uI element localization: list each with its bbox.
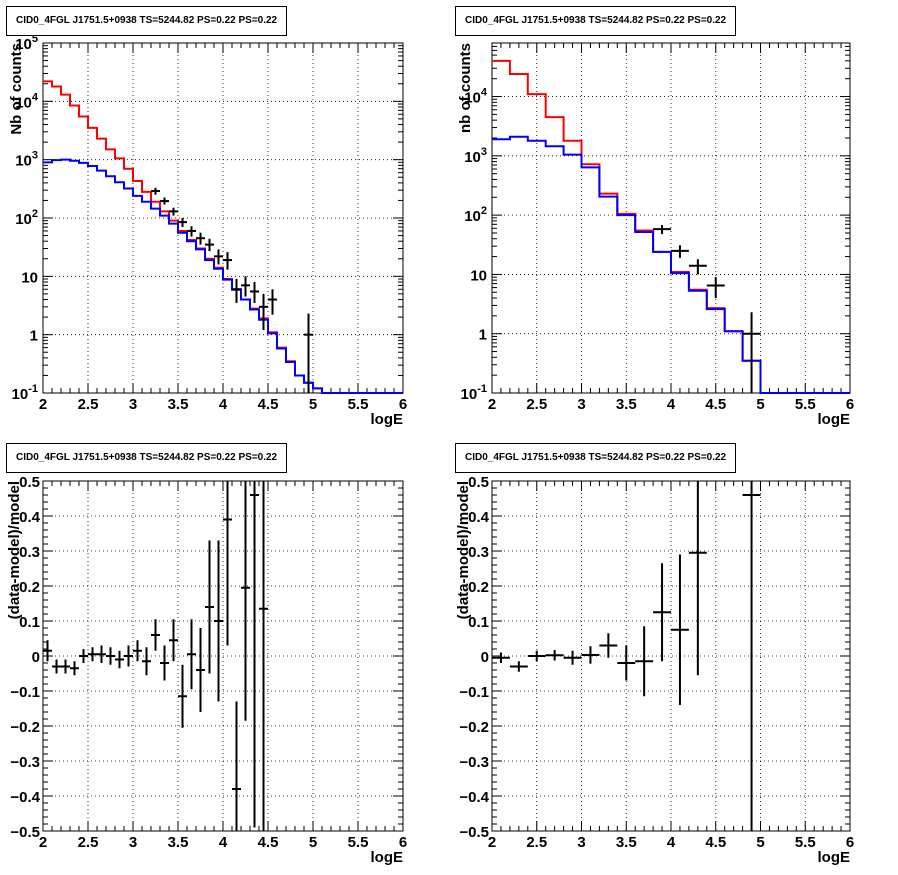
y-tick-label: 0.1 xyxy=(19,614,40,631)
x-tick-label: 5.5 xyxy=(348,396,369,413)
x-tick-label: 2.5 xyxy=(526,396,547,413)
y-tick-label: −0.1 xyxy=(10,684,40,701)
y-tick-label: 0.5 xyxy=(468,474,489,491)
y-tick-label: −0.4 xyxy=(459,789,489,806)
x-tick-label: 3 xyxy=(577,834,585,851)
y-tick-label: 0.3 xyxy=(468,544,489,561)
y-axis-label: (data-model)/model xyxy=(455,481,472,619)
pad-bottom-right: 2 2.5 3 3.5 4 4.5 5 5.5 6 logE −0.5 −0.4 −0.3 −0.2 −0.… xyxy=(449,437,898,875)
x-tick-label: 3.5 xyxy=(168,834,189,851)
y-tick-label: 10 xyxy=(21,269,38,286)
x-tick-label: 5.5 xyxy=(795,396,816,413)
chart-title: CID0_4FGL J1751.5+0938 TS=5244.82 PS=0.2… xyxy=(6,443,288,473)
x-tick-label: 4.5 xyxy=(258,834,279,851)
y-tick-label: 1 xyxy=(479,327,487,344)
pad-top-right: 2 2.5 3 3.5 4 4.5 5 5.5 6 logE 10-1 1 10 102 103 104 nb … xyxy=(449,0,898,437)
x-tick-label: 2 xyxy=(488,834,496,851)
y-tick-label: 0.2 xyxy=(468,579,489,596)
y-tick-label: 10-1 xyxy=(461,383,487,403)
y-tick-label: 0 xyxy=(481,649,489,666)
y-tick-label: −0.3 xyxy=(459,754,489,771)
x-tick-label: 4.5 xyxy=(705,834,726,851)
x-axis-label: logE xyxy=(818,411,851,428)
x-tick-label: 5 xyxy=(756,834,764,851)
y-tick-label: 1 xyxy=(30,328,38,345)
model-histogram-blue xyxy=(43,158,403,394)
y-tick-label: 103 xyxy=(15,150,38,170)
y-tick-label: 102 xyxy=(15,208,38,228)
y-axis-label: nb of counts xyxy=(457,43,474,133)
x-tick-label: 2 xyxy=(488,396,496,413)
pad-top-left: 2 2.5 3 3.5 4 4.5 5 5.5 6 logE 10-1 1 10 102 103 104 105… xyxy=(0,0,449,437)
x-tick-label: 4 xyxy=(219,834,228,851)
y-tick-label: 0.2 xyxy=(19,579,40,596)
x-tick-label: 4 xyxy=(667,834,676,851)
pad-bottom-left: 2 2.5 3 3.5 4 4.5 5 5.5 6 logE −0.5 −0.4 −0.3 −0.2 −0.… xyxy=(0,437,449,875)
x-tick-label: 2.5 xyxy=(78,396,99,413)
x-tick-label: 5 xyxy=(309,396,317,413)
y-tick-label: 102 xyxy=(464,205,487,225)
x-tick-label: 4 xyxy=(219,396,228,413)
chart-counts-coarse: 2 2.5 3 3.5 4 4.5 5 5.5 6logE10-1110102103104nb … xyxy=(457,42,854,428)
x-tick-label: 3.5 xyxy=(168,396,189,413)
x-tick-label: 4.5 xyxy=(258,396,279,413)
x-axis-label: logE xyxy=(371,411,404,428)
y-tick-label: −0.1 xyxy=(459,684,489,701)
x-tick-label: 3 xyxy=(577,396,585,413)
x-axis-label: logE xyxy=(371,849,404,866)
y-tick-label: −0.2 xyxy=(10,719,40,736)
y-axis-label: (data-model)/model xyxy=(6,481,23,619)
model-histogram-red xyxy=(43,80,403,394)
y-tick-label: −0.5 xyxy=(10,824,40,841)
x-tick-label: 3 xyxy=(129,834,137,851)
y-tick-label: 10 xyxy=(470,267,487,284)
x-tick-label: 4.5 xyxy=(705,396,726,413)
x-tick-label: 6 xyxy=(846,834,854,851)
y-tick-label: −0.5 xyxy=(459,824,489,841)
chart-title: CID0_4FGL J1751.5+0938 TS=5244.82 PS=0.2… xyxy=(6,6,288,36)
x-tick-label: 6 xyxy=(846,396,854,413)
y-tick-label: 0.3 xyxy=(19,544,40,561)
y-tick-label: 0.4 xyxy=(19,509,41,526)
x-tick-label: 2 xyxy=(39,834,47,851)
x-tick-label: 2.5 xyxy=(78,834,99,851)
x-tick-label: 6 xyxy=(399,396,407,413)
y-tick-label: 0.1 xyxy=(468,614,489,631)
chart-title: CID0_4FGL J1751.5+0938 TS=5244.82 PS=0.2… xyxy=(455,443,737,473)
x-tick-label: 2 xyxy=(39,396,47,413)
x-tick-label: 5 xyxy=(756,396,764,413)
model-histogram-blue xyxy=(492,135,850,394)
x-tick-label: 6 xyxy=(399,834,407,851)
y-tick-label: −0.2 xyxy=(459,719,489,736)
x-axis-label: logE xyxy=(818,849,851,866)
x-tick-label: 3 xyxy=(129,396,137,413)
x-tick-label: 5.5 xyxy=(348,834,369,851)
x-tick-label: 5.5 xyxy=(795,834,816,851)
y-tick-label: −0.3 xyxy=(10,754,40,771)
y-tick-label: 0.5 xyxy=(19,474,40,491)
y-tick-label: 0 xyxy=(32,649,40,666)
chart-title: CID0_4FGL J1751.5+0938 TS=5244.82 PS=0.2… xyxy=(455,6,737,36)
x-tick-label: 3.5 xyxy=(616,396,637,413)
y-tick-label: 103 xyxy=(464,146,487,166)
x-tick-label: 5 xyxy=(309,834,317,851)
x-tick-label: 3.5 xyxy=(616,834,637,851)
y-tick-label: 0.4 xyxy=(468,509,490,526)
y-tick-label: −0.4 xyxy=(10,789,40,806)
x-tick-label: 4 xyxy=(667,396,676,413)
y-tick-label: 10-1 xyxy=(12,383,38,403)
y-axis-label: Nb of counts xyxy=(8,43,25,135)
x-tick-label: 2.5 xyxy=(526,834,547,851)
chart-counts-fine: 2 2.5 3 3.5 4 4.5 5 5.5 6logE10-1110102103104105… xyxy=(8,33,407,428)
